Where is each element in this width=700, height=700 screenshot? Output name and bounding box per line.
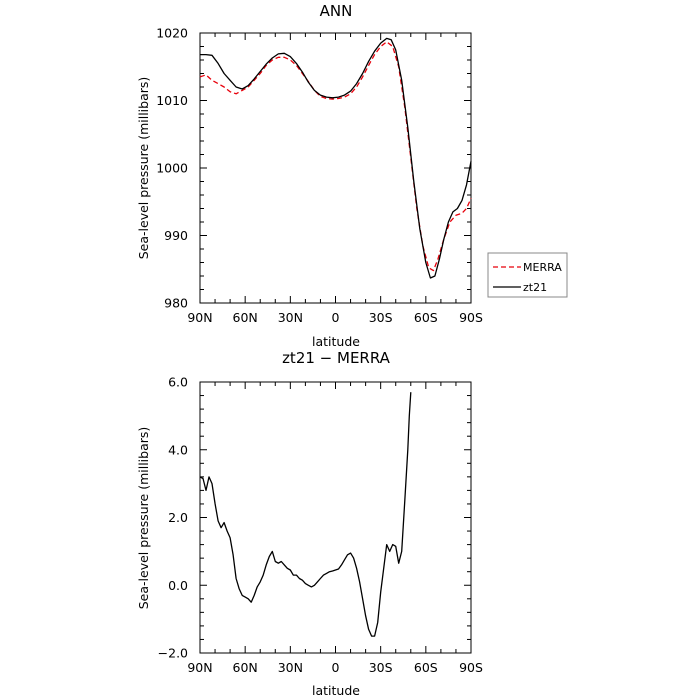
chart-title: zt21 − MERRA — [282, 349, 391, 367]
x-tick-label: 60N — [233, 660, 258, 675]
x-tick-label: 30S — [369, 310, 393, 325]
x-tick-label: 30N — [278, 660, 303, 675]
y-tick-label: 990 — [164, 228, 188, 243]
legend-label: zt21 — [523, 281, 547, 294]
chart-difference-slp: zt21 − MERRA Sea-level pressure (milliba… — [136, 349, 483, 698]
x-tick-label: 90N — [187, 660, 212, 675]
y-tick-label: 4.0 — [168, 442, 188, 457]
plot-frame — [199, 32, 472, 304]
x-tick-label: 30S — [369, 660, 393, 675]
y-tick-label: 2.0 — [168, 510, 188, 525]
legend-box — [487, 252, 568, 298]
y-axis-label: Sea-level pressure (millibars) — [136, 427, 151, 610]
x-axis-label: latitude — [312, 683, 360, 698]
x-tick-label: 0 — [332, 660, 340, 675]
legend: MERRA zt21 — [487, 252, 568, 298]
legend-label: MERRA — [523, 261, 562, 274]
y-tick-label: 980 — [164, 296, 188, 311]
x-tick-label: 90S — [459, 310, 483, 325]
y-tick-label: 1020 — [156, 26, 188, 41]
y-tick-label: 1000 — [156, 161, 188, 176]
plot-frame — [199, 381, 472, 654]
y-tick-label: −2.0 — [158, 646, 188, 661]
y-tick-label: 0.0 — [168, 578, 188, 593]
x-tick-label: 30N — [278, 310, 303, 325]
x-tick-label: 60S — [414, 660, 438, 675]
x-tick-label: 90N — [187, 310, 212, 325]
y-axis-label: Sea-level pressure (millibars) — [136, 77, 151, 260]
y-tick-label: 1010 — [156, 93, 188, 108]
series-line-merra — [199, 41, 472, 272]
series-line-zt21 — [200, 37, 472, 279]
y-tick-label: 6.0 — [168, 375, 188, 390]
x-tick-label: 90S — [459, 660, 483, 675]
x-tick-label: 60N — [233, 310, 258, 325]
chart-annual-slp: ANN Sea-level pressure (millibars) latit… — [136, 2, 568, 349]
x-tick-label: 0 — [332, 310, 340, 325]
series-line-difference — [199, 392, 412, 637]
chart-title: ANN — [320, 2, 353, 20]
x-axis-label: latitude — [312, 334, 360, 349]
x-tick-label: 60S — [414, 310, 438, 325]
